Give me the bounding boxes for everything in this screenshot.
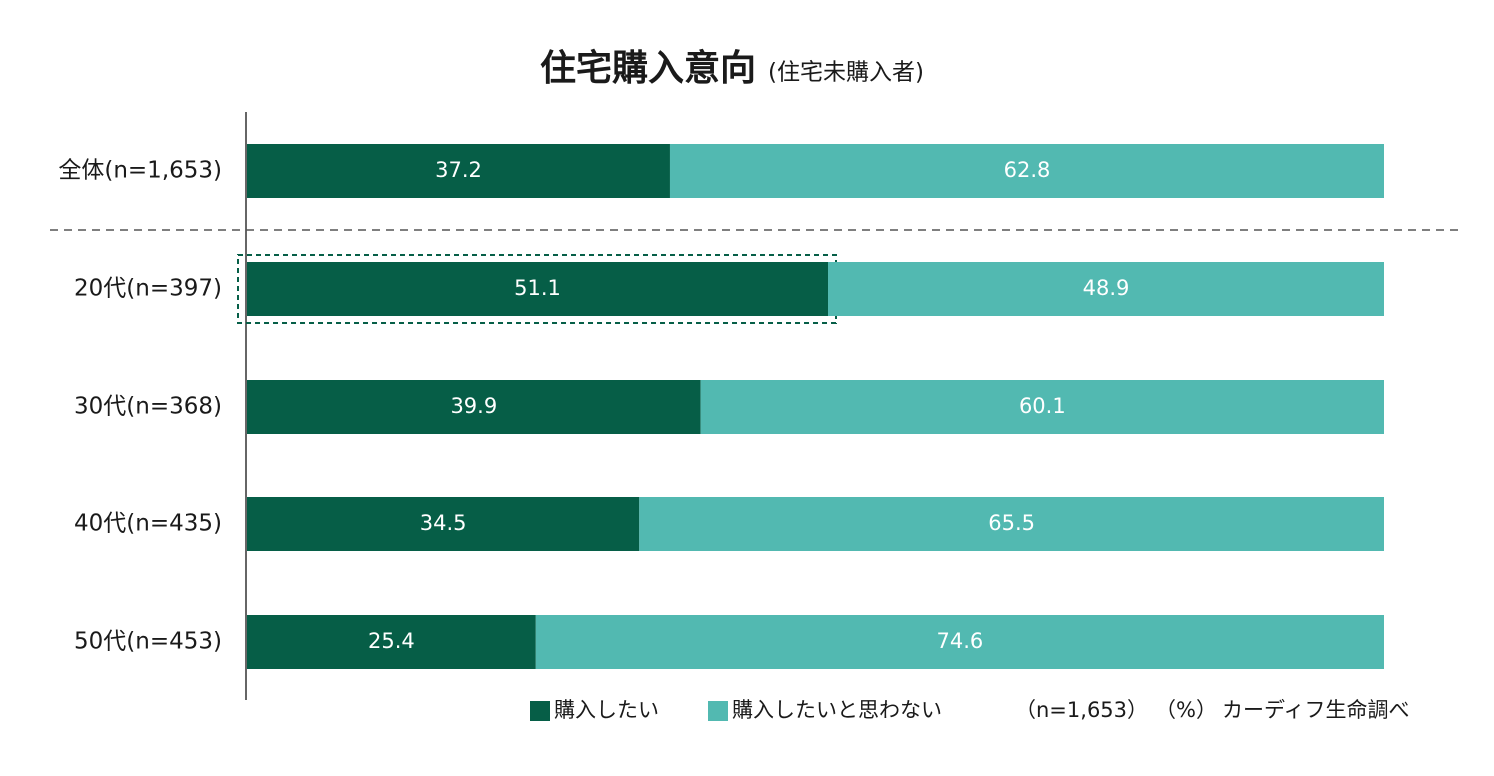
y-tick-label: 全体(n=1,653)	[58, 158, 222, 184]
value-label: 25.4	[368, 629, 415, 653]
legend-label: 購入したいと思わない	[732, 698, 942, 722]
y-tick-label: 40代(n=435)	[74, 511, 222, 537]
value-label: 39.9	[450, 394, 497, 418]
legend-label: 購入したい	[554, 698, 659, 722]
chart-subtitle: (住宅未購入者)	[768, 60, 924, 86]
bar-segment	[639, 497, 1384, 551]
y-tick-label: 20代(n=397)	[74, 276, 222, 302]
value-label: 48.9	[1083, 276, 1130, 300]
note: カーディフ生命調べ	[1222, 698, 1410, 722]
legend-swatch	[530, 701, 550, 721]
legend-swatch	[708, 701, 728, 721]
bar-segment	[247, 497, 640, 551]
value-label: 74.6	[937, 629, 984, 653]
value-label: 34.5	[420, 511, 467, 535]
bar-segment	[828, 262, 1384, 316]
value-label: 51.1	[514, 276, 561, 300]
value-label: 60.1	[1019, 394, 1066, 418]
note: （n=1,653）	[1015, 698, 1148, 722]
value-label: 37.2	[435, 158, 482, 182]
value-label: 65.5	[988, 511, 1035, 535]
note: （%）	[1155, 698, 1217, 722]
bar-segment	[247, 262, 829, 316]
bar-segment	[535, 615, 1384, 669]
chart-title: 住宅購入意向	[540, 47, 756, 89]
bar-segment	[247, 380, 701, 434]
value-label: 62.8	[1004, 158, 1051, 182]
bar-segment	[247, 144, 670, 198]
y-tick-label: 30代(n=368)	[74, 394, 222, 420]
bar-segment	[700, 380, 1384, 434]
bar-segment	[247, 615, 536, 669]
bar-segment	[669, 144, 1384, 198]
y-tick-label: 50代(n=453)	[74, 629, 222, 655]
